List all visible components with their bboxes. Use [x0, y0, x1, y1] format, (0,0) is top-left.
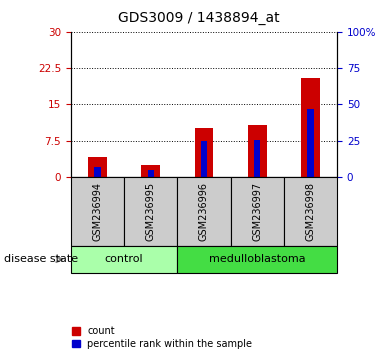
Text: GSM236994: GSM236994: [92, 182, 103, 241]
Bar: [254, 140, 260, 177]
Bar: [141, 165, 160, 177]
Text: medulloblastoma: medulloblastoma: [209, 254, 306, 264]
Text: GDS3009 / 1438894_at: GDS3009 / 1438894_at: [118, 11, 280, 25]
Text: GSM236998: GSM236998: [305, 182, 316, 241]
Bar: [147, 170, 154, 177]
Bar: [248, 125, 267, 177]
Bar: [301, 78, 320, 177]
Text: GSM236996: GSM236996: [199, 182, 209, 241]
Bar: [307, 109, 314, 177]
Legend: count, percentile rank within the sample: count, percentile rank within the sample: [72, 326, 252, 349]
Bar: [195, 128, 213, 177]
Text: GSM236995: GSM236995: [146, 182, 156, 241]
Text: disease state: disease state: [4, 254, 78, 264]
Bar: [94, 167, 101, 177]
Bar: [88, 157, 107, 177]
Text: GSM236997: GSM236997: [252, 182, 262, 241]
Bar: [201, 141, 207, 177]
Text: control: control: [105, 254, 143, 264]
